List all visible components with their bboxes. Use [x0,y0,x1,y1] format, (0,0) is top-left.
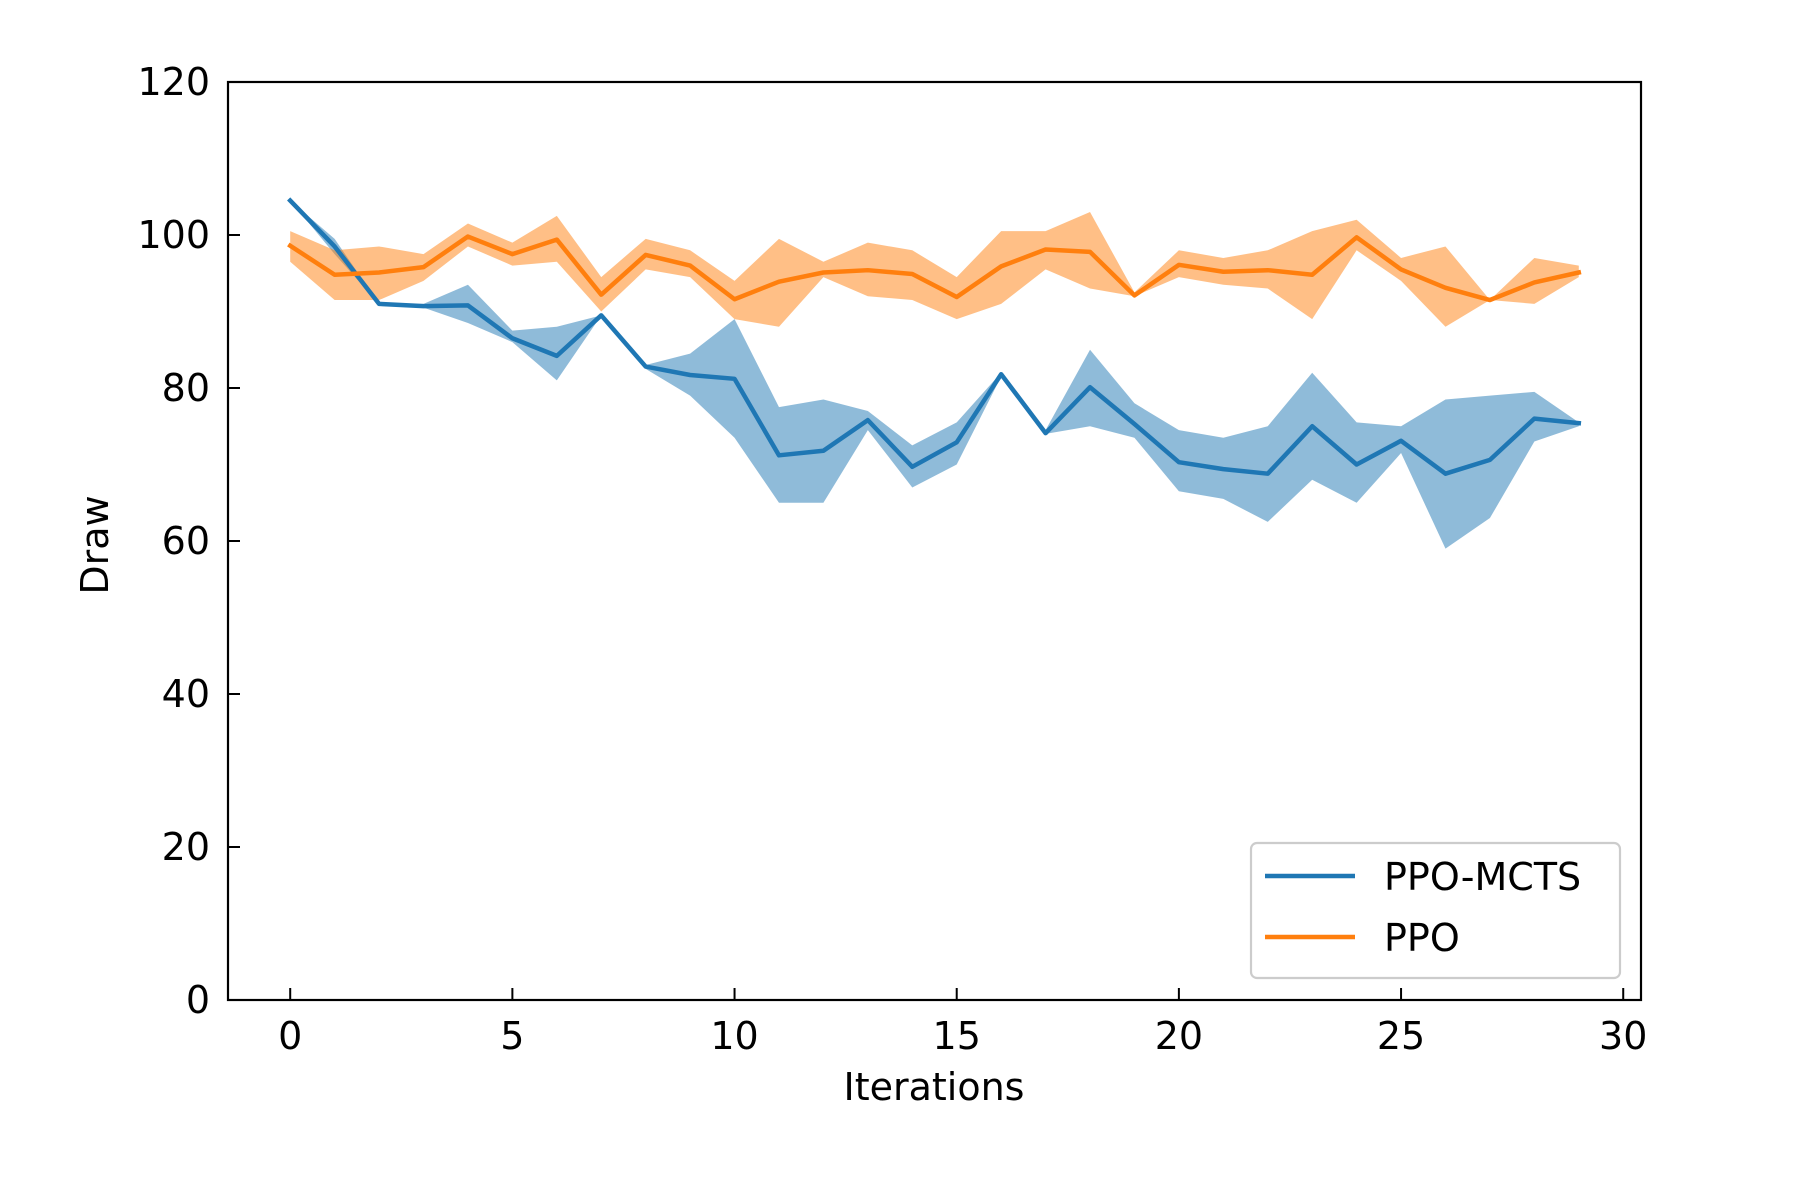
x-tick-label: 20 [1155,1014,1203,1058]
x-tick-label: 15 [933,1014,981,1058]
x-axis-label: Iterations [844,1065,1025,1109]
y-tick-label: 20 [162,825,210,869]
x-tick-label: 10 [710,1014,758,1058]
series-line-ppo [287,234,1582,303]
confidence-bands [290,200,1579,549]
y-axis-label: Draw [73,495,117,594]
y-tick-label: 40 [162,672,210,716]
band-ppo [290,212,1579,327]
y-tick-label: 60 [162,519,210,563]
x-tick-label: 5 [500,1014,524,1058]
y-tick-label: 0 [186,978,210,1022]
legend-label-ppo: PPO [1384,916,1460,960]
series-line-ppo-mcts [287,197,1582,476]
legend-label-ppo-mcts: PPO-MCTS [1384,855,1581,899]
y-tick-label: 120 [137,60,210,104]
x-tick-label: 30 [1599,1014,1647,1058]
x-axis-ticks: 0 5 10 15 20 25 30 [278,988,1647,1058]
x-tick-label: 25 [1377,1014,1425,1058]
y-tick-label: 80 [162,366,210,410]
series-lines [287,197,1582,476]
band-ppo-mcts [290,200,1579,549]
y-axis-ticks: 0 20 40 60 80 100 120 [137,60,240,1022]
legend: PPO-MCTS PPO [1249,841,1622,980]
y-tick-label: 100 [137,213,210,257]
x-tick-label: 0 [278,1014,302,1058]
